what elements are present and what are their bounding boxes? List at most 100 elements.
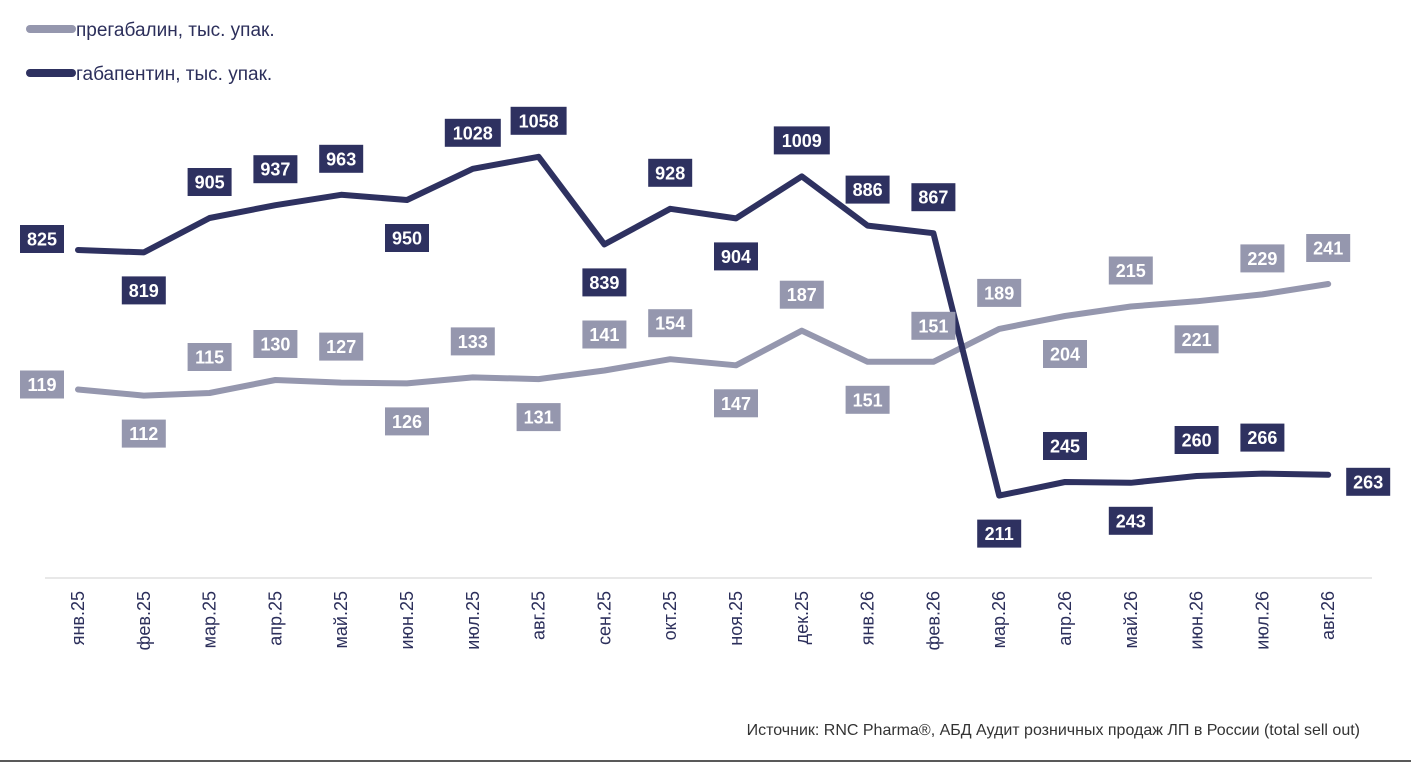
data-label-text: 963 [326,149,356,169]
data-label-text: 1058 [519,111,559,131]
data-label-box [121,276,166,305]
x-tick-label: авг.25 [529,591,549,640]
data-label-box [779,280,824,309]
x-tick-label: фев.25 [134,591,154,650]
data-label-box [253,155,298,184]
data-label-gabapentin: 904 [714,242,758,271]
data-label-pregabalin: 133 [450,327,495,356]
data-label-pregabalin: 147 [714,389,758,418]
data-label-text: 839 [589,273,619,293]
data-label-text: 204 [1050,345,1080,365]
data-label-gabapentin: 963 [319,144,364,173]
data-label-pregabalin: 141 [582,320,627,349]
data-label-gabapentin: 839 [582,268,627,297]
data-label-text: 115 [195,348,224,368]
data-label-text: 266 [1247,428,1277,448]
data-label-text: 905 [195,173,225,193]
data-label-pregabalin: 189 [977,278,1022,307]
data-label-box [1346,467,1391,496]
data-label-text: 187 [787,285,817,305]
data-label-text: 211 [985,524,1014,544]
data-label-pregabalin: 112 [121,419,166,448]
data-label-box [385,224,429,252]
data-label-text: 215 [1116,261,1146,281]
x-tick-label: апр.25 [265,591,285,646]
data-label-box [1240,423,1285,452]
data-label-gabapentin: 1009 [773,126,830,155]
data-label-text: 151 [918,316,948,336]
data-label-text: 904 [721,247,751,267]
data-label-gabapentin: 825 [20,225,64,253]
data-label-text: 127 [326,337,356,357]
series-line-pregabalin [75,281,1332,399]
x-tick-label: май.25 [331,591,351,648]
data-label-box [1306,234,1351,262]
data-label-box [20,370,64,399]
data-label-gabapentin: 260 [1174,426,1219,454]
data-label-pregabalin: 115 [187,343,232,371]
data-label-text: 147 [721,394,751,414]
data-label-text: 133 [458,332,488,352]
data-label-box [1108,506,1153,535]
series-line-gabapentin [75,153,1332,499]
data-label-gabapentin: 263 [1346,467,1391,496]
data-label-text: 1009 [782,131,822,151]
data-label-gabapentin: 243 [1108,506,1153,535]
data-label-gabapentin: 886 [845,175,890,204]
x-tick-label: июл.25 [463,591,483,650]
legend-item-gabapentin: габапентин, тыс. упак. [26,64,272,85]
data-label-text: 126 [392,412,422,432]
x-tick-label: янв.25 [68,591,88,645]
x-tick-label: июл.26 [1252,591,1272,650]
data-label-box [1108,256,1153,285]
data-label-box [648,158,693,187]
data-label-text: 950 [392,229,422,249]
x-tick-label: мар.25 [200,591,220,648]
data-label-text: 130 [260,335,290,355]
x-tick-label: май.26 [1121,591,1141,648]
data-label-box [714,242,758,271]
data-label-box [20,225,64,253]
data-label-gabapentin: 950 [385,224,429,252]
data-label-pregabalin: 130 [253,330,298,358]
legend: прегабалин, тыс. упак. габапентин, тыс. … [26,20,275,85]
data-label-gabapentin: 905 [187,168,232,196]
data-label-box [845,175,890,204]
data-label-box [977,519,1022,548]
data-label-box [516,403,561,432]
data-label-gabapentin: 819 [121,276,166,305]
data-label-box [1174,426,1219,454]
x-tick-label: ноя.25 [726,591,746,646]
data-label-pregabalin: 126 [385,407,429,436]
data-label-gabapentin: 937 [253,155,298,184]
data-label-pregabalin: 154 [648,309,693,338]
data-label-text: 131 [524,408,554,428]
data-label-pregabalin: 151 [845,385,890,414]
data-label-pregabalin: 241 [1306,234,1351,262]
data-label-box [510,106,567,135]
data-label-text: 229 [1247,249,1277,269]
data-label-box [253,330,298,358]
data-label-box [648,309,693,338]
data-label-box [911,183,956,212]
data-label-gabapentin: 266 [1240,423,1285,452]
x-tick-label: июн.25 [397,591,417,650]
data-label-box [714,389,758,418]
source-note: Источник: RNC Pharma®, АБД Аудит розничн… [747,722,1360,739]
data-label-text: 937 [260,160,290,180]
series-layer: 119 112 115 130 127 126 133 131 141 154 147 187 151 1… [20,106,1391,548]
data-label-text: 825 [27,230,57,250]
data-label-box [187,343,232,371]
data-label-text: 245 [1050,437,1080,457]
data-label-gabapentin: 245 [1043,432,1087,460]
data-label-pregabalin: 229 [1240,244,1285,273]
data-label-text: 151 [853,390,883,410]
data-label-pregabalin: 127 [319,332,364,361]
data-label-box [1174,325,1219,354]
data-label-text: 886 [853,180,883,200]
data-label-pregabalin: 221 [1174,325,1219,354]
data-label-gabapentin: 1028 [444,118,501,147]
data-label-box [121,419,166,448]
data-label-pregabalin: 187 [779,280,824,309]
